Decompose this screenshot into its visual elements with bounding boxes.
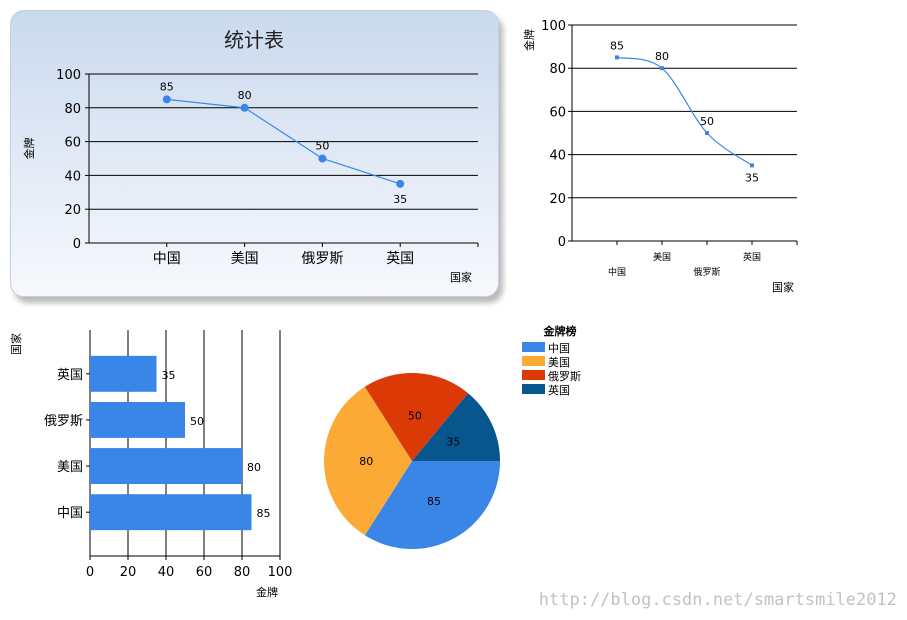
pie-slice	[412, 393, 500, 461]
legend-swatch	[522, 342, 545, 352]
x-tick-label: 20	[120, 565, 137, 580]
series-spline	[616, 56, 753, 166]
chart-title: 统计表	[224, 28, 284, 52]
data-label: 80	[655, 50, 669, 63]
legend-swatch	[522, 384, 545, 394]
pie-chart-panel: 85 80 50 35 金牌榜中国 美国 俄罗斯 英国	[315, 315, 615, 560]
data-point	[660, 66, 664, 71]
data-label: 35	[162, 369, 176, 382]
y-tick-label: 20	[64, 203, 81, 218]
bar-chart-panel: 0 20 40 60 80 100 中国 85 美国 80 俄罗斯 50 英国 35 国家金牌	[9, 320, 310, 610]
slice-label: 35	[446, 436, 460, 449]
y-axis-title: 金牌	[522, 29, 536, 51]
x-tick-label: 60	[196, 565, 213, 580]
data-label: 85	[610, 39, 624, 52]
x-tick-label: 英国	[743, 251, 761, 263]
bar	[90, 401, 185, 438]
legend-item: 美国	[548, 356, 570, 369]
legend-title: 金牌榜	[543, 324, 577, 338]
slice-label: 50	[408, 409, 422, 422]
x-axis-title: 国家	[772, 280, 794, 294]
data-label: 85	[257, 507, 271, 520]
pie-slice	[324, 386, 412, 536]
data-label: 80	[247, 461, 261, 474]
x-tick-label: 80	[234, 565, 251, 580]
x-tick-label: 40	[158, 565, 175, 580]
y-tick-label: 英国	[57, 368, 83, 383]
data-point	[750, 163, 754, 168]
y-tick-label: 0	[558, 235, 566, 250]
legend-item: 英国	[548, 383, 570, 397]
y-tick-label: 0	[73, 237, 81, 252]
pie-slice	[364, 461, 500, 549]
data-label: 50	[700, 115, 714, 128]
data-point	[162, 95, 171, 104]
data-label: 50	[190, 415, 204, 428]
y-tick-label: 60	[64, 136, 81, 151]
y-tick-label: 中国	[57, 506, 83, 521]
spline-chart-panel: 0 20 40 60 80 100 中国 美国俄罗斯 英国 85 80 50 35 金牌国家	[520, 10, 820, 300]
x-tick-label: 0	[86, 565, 94, 580]
bar	[90, 355, 157, 392]
x-tick-label: 美国	[231, 251, 259, 267]
x-tick-label: 美国	[653, 251, 671, 263]
line-chart-panel: 统计表 0 20 40 60 80 100 中国 美国 俄罗斯 英国 85 80 50 35 金牌国家	[10, 10, 499, 297]
y-axis-title: 金牌	[22, 138, 36, 160]
x-axis-title: 国家	[450, 270, 472, 284]
data-label: 50	[315, 140, 329, 153]
y-tick-label: 100	[56, 68, 81, 83]
watermark-text: http://blog.csdn.net/smartsmile2012	[538, 590, 897, 610]
x-tick-label: 100	[268, 565, 293, 580]
legend-item: 俄罗斯	[548, 370, 581, 383]
bar	[90, 448, 242, 485]
data-point	[318, 154, 327, 163]
y-tick-label: 美国	[57, 460, 83, 475]
legend-item: 中国	[548, 342, 570, 355]
series-line	[166, 98, 401, 185]
pie-slice	[364, 373, 469, 461]
x-tick-label: 英国	[386, 250, 414, 267]
y-tick-label: 20	[549, 192, 566, 207]
y-axis-title: 国家	[10, 333, 23, 355]
y-tick-label: 40	[549, 149, 566, 164]
slice-label: 85	[427, 495, 441, 508]
y-tick-label: 40	[64, 169, 81, 184]
y-tick-label: 60	[549, 105, 566, 120]
y-tick-label: 俄罗斯	[44, 414, 83, 429]
data-label: 80	[238, 89, 252, 102]
bar	[90, 494, 252, 531]
slice-label: 80	[359, 455, 373, 468]
data-point	[705, 131, 709, 135]
x-tick-label: 中国	[153, 251, 181, 267]
data-label: 85	[160, 80, 174, 93]
data-label: 35	[745, 171, 759, 184]
data-point	[396, 179, 405, 188]
x-tick-label: 俄罗斯	[301, 251, 343, 267]
legend-swatch	[522, 356, 545, 366]
x-tick-label: 俄罗斯	[693, 266, 720, 278]
x-axis-title: 金牌	[256, 585, 278, 599]
data-label: 35	[393, 193, 407, 206]
y-tick-label: 80	[549, 62, 566, 77]
x-tick-label: 中国	[608, 266, 626, 278]
y-tick-label: 80	[64, 102, 81, 117]
data-point	[615, 55, 619, 60]
data-point	[240, 103, 249, 112]
y-tick-label: 100	[541, 19, 566, 34]
legend-swatch	[522, 370, 545, 380]
